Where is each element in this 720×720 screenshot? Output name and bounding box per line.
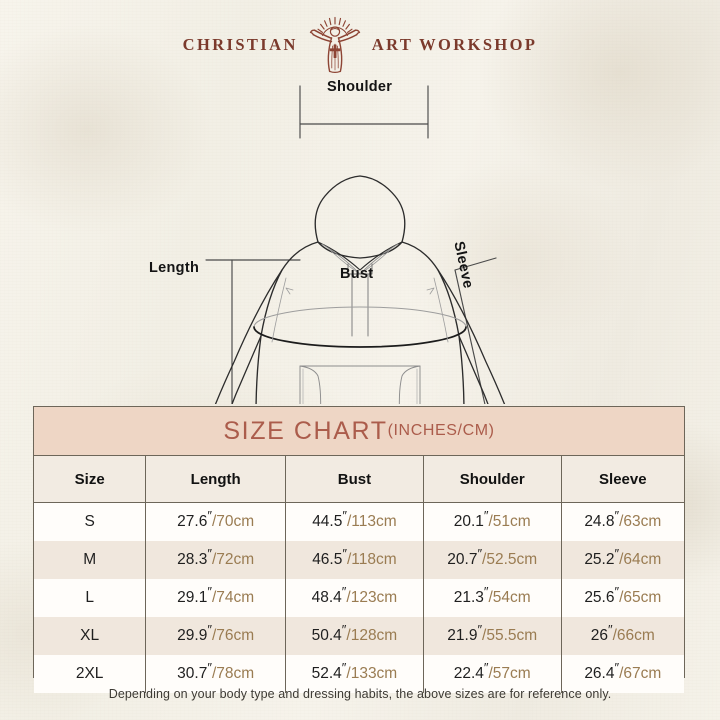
column-header-size: Size — [34, 456, 147, 503]
sleeves — [207, 269, 513, 445]
column-header-length: Length — [145, 456, 287, 503]
cell-length: 29.9″/76cm — [145, 617, 287, 655]
table-row: M 28.3″/72cm 46.5″/118cm 20.7″/52.5cm 25… — [34, 541, 684, 579]
column-header-sleeve: Sleeve — [561, 456, 684, 503]
drawstrings — [351, 273, 369, 337]
cell-shoulder: 22.4″/57cm — [423, 655, 562, 693]
size-chart-table: SIZE CHART (INCHES/CM) Size Length Bust … — [33, 406, 685, 693]
risen-christ-cross-icon — [304, 16, 366, 74]
cell-size: 2XL — [34, 655, 147, 693]
bust-measure-ellipse — [253, 306, 467, 348]
cell-bust: 50.4″/128cm — [285, 617, 424, 655]
cell-sleeve: 26.4″/67cm — [561, 655, 684, 693]
column-header-shoulder: Shoulder — [423, 456, 562, 503]
table-header-row: Size Length Bust Shoulder Sleeve — [34, 456, 684, 503]
size-chart-title-unit: (INCHES/CM) — [387, 422, 495, 439]
hoodie-line-drawing — [205, 85, 513, 447]
cell-shoulder: 21.9″/55.5cm — [423, 617, 562, 655]
cell-shoulder: 20.7″/52.5cm — [423, 541, 562, 579]
cell-length: 28.3″/72cm — [145, 541, 287, 579]
brand-word-left: CHRISTIAN — [182, 35, 298, 54]
cell-length: 30.7″/78cm — [145, 655, 287, 693]
size-chart-title-main: SIZE CHART — [223, 416, 388, 445]
cell-sleeve: 24.8″/63cm — [561, 502, 684, 541]
label-bust: Bust — [340, 266, 374, 282]
length-guide — [205, 259, 301, 443]
hoodie-measurement-diagram: Shoulder Length Bust Sleeve — [0, 74, 720, 447]
size-chart-disclaimer: Depending on your body type and dressing… — [108, 687, 612, 701]
cell-shoulder: 20.1″/51cm — [423, 502, 562, 541]
brand-word-right: ART WORKSHOP — [371, 35, 538, 54]
hood-outline — [314, 175, 406, 275]
measurements-table: Size Length Bust Shoulder Sleeve S 27.6″… — [34, 456, 684, 693]
cell-length: 29.1″/74cm — [145, 579, 287, 617]
label-length: Length — [149, 260, 200, 276]
cell-length: 27.6″/70cm — [145, 502, 287, 541]
cell-sleeve: 25.6″/65cm — [561, 579, 684, 617]
table-row: XL 29.9″/76cm 50.4″/128cm 21.9″/55.5cm 2… — [34, 617, 684, 655]
cell-bust: 52.4″/133cm — [285, 655, 424, 693]
size-chart-title-banner: SIZE CHART (INCHES/CM) — [34, 407, 684, 456]
cell-bust: 44.5″/113cm — [285, 502, 424, 541]
cell-shoulder: 21.3″/54cm — [423, 579, 562, 617]
cell-sleeve: 26″/66cm — [561, 617, 684, 655]
cell-size: L — [34, 579, 147, 617]
table-row: L 29.1″/74cm 48.4″/123cm 21.3″/54cm 25.6… — [34, 579, 684, 617]
table-row: S 27.6″/70cm 44.5″/113cm 20.1″/51cm 24.8… — [34, 502, 684, 541]
kangaroo-pocket — [299, 365, 421, 427]
cell-size: S — [34, 502, 147, 541]
column-header-bust: Bust — [285, 456, 424, 503]
cell-size: XL — [34, 617, 147, 655]
label-shoulder: Shoulder — [327, 79, 393, 95]
cell-bust: 46.5″/118cm — [285, 541, 424, 579]
shoulder-guide — [299, 85, 429, 139]
cell-bust: 48.4″/123cm — [285, 579, 424, 617]
table-row: 2XL 30.7″/78cm 52.4″/133cm 22.4″/57cm 26… — [34, 655, 684, 693]
brand-header: CHRISTIAN — [0, 14, 720, 76]
cell-sleeve: 25.2″/64cm — [561, 541, 684, 579]
cell-size: M — [34, 541, 147, 579]
